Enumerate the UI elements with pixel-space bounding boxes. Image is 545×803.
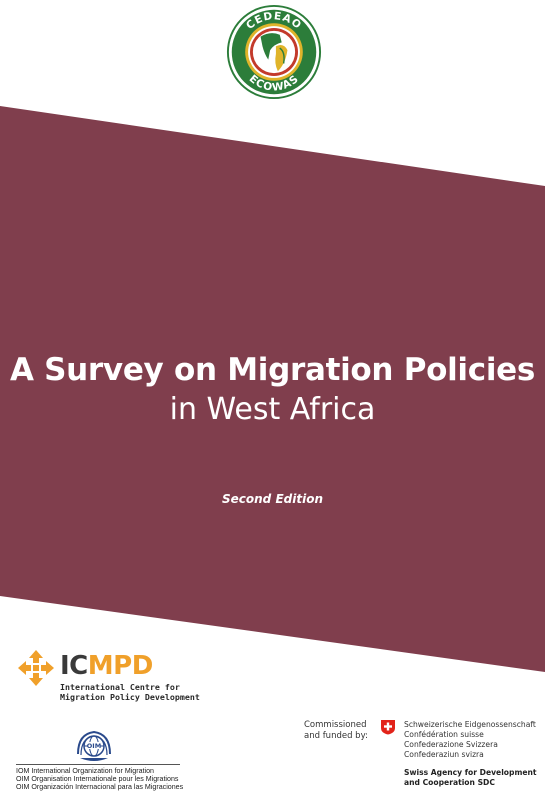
svg-text:OIM: OIM <box>87 742 101 750</box>
commissioned-line-1: Commissioned <box>304 720 367 730</box>
cover-title: A Survey on Migration Policies <box>9 352 536 388</box>
swiss-name-rm: Confederaziun svizra <box>404 750 484 759</box>
sdc-agency-line-2: and Cooperation SDC <box>404 778 495 787</box>
swiss-name-de: Schweizerische Eidgenossenschaft <box>404 720 536 729</box>
icmpd-logo: ICMPD International Centre for Migration… <box>16 648 216 706</box>
iom-logo: OIM IOM International Organization for M… <box>16 728 186 798</box>
ecowas-emblem-icon: CEDEAO ECOWAS <box>226 4 322 100</box>
swiss-cross-icon <box>381 720 395 735</box>
icmpd-wordmark-mpd: MPD <box>87 651 154 681</box>
icmpd-name-line-1: International Centre for <box>60 682 180 692</box>
iom-globe-emblem-icon: OIM <box>77 730 111 761</box>
edition-label: Second Edition <box>222 492 323 506</box>
iom-divider <box>16 764 180 765</box>
sdc-agency-line-1: Swiss Agency for Development <box>404 768 537 777</box>
commissioned-line-2: and funded by: <box>304 731 368 741</box>
ecowas-text-bottom: ECOWAS <box>247 73 302 94</box>
icmpd-wordmark-ic: IC <box>60 651 88 681</box>
commissioned-label: Commissioned and funded by: <box>304 720 368 742</box>
icmpd-wordmark: ICMPD <box>60 652 153 680</box>
swiss-name-fr: Confédération suisse <box>404 730 484 739</box>
iom-name-fr: OIM Organisation Internationale pour les… <box>16 775 179 783</box>
iom-name-es: OIM Organización Internacional para las … <box>16 783 184 791</box>
swiss-name-it: Confederazione Svizzera <box>404 740 498 749</box>
iom-name-en: IOM International Organization for Migra… <box>16 767 154 775</box>
icmpd-name-line-2: Migration Policy Development <box>60 692 200 702</box>
cover-subtitle: in West Africa <box>169 392 376 427</box>
icmpd-arrows-icon <box>18 650 54 686</box>
